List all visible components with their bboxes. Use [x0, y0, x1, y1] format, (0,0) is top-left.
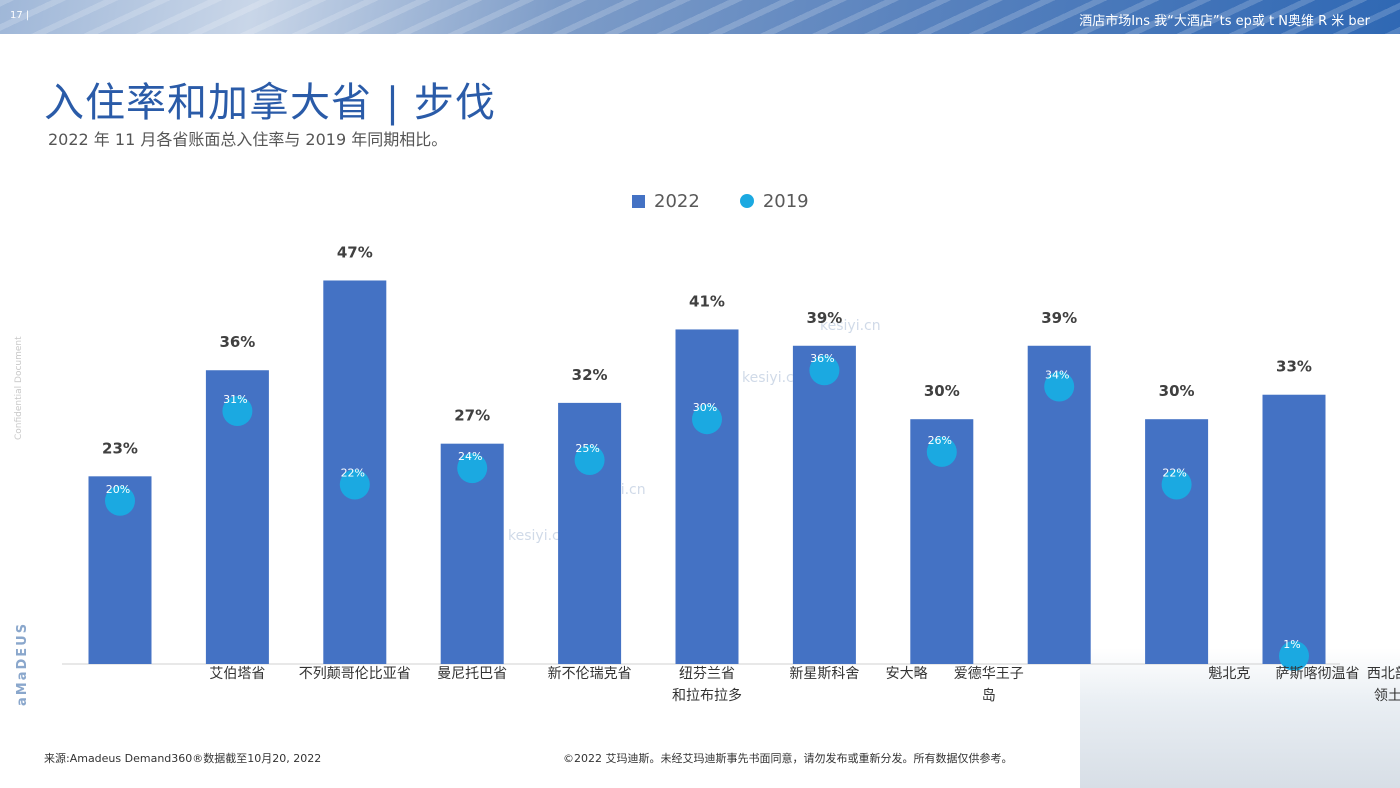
x-tick-label: 新不伦瑞克省 — [548, 666, 632, 682]
x-tick-label: 萨斯喀彻温省 — [1275, 666, 1359, 682]
x-tick-label: 艾伯塔省 — [209, 666, 265, 682]
x-tick-label: 曼尼托巴省 — [437, 666, 507, 682]
footer-source: 来源:Amadeus Demand360®数据截至10月20, 2022 — [44, 752, 322, 765]
data-label-2022: 27% — [454, 407, 490, 425]
data-label-2019: 26% — [928, 434, 952, 447]
header-banner — [0, 0, 1400, 34]
bar-2022 — [1262, 394, 1326, 664]
data-label-2019: 22% — [1162, 466, 1186, 479]
data-label-2019: 25% — [575, 442, 599, 455]
dot-2019 — [574, 445, 605, 475]
x-tick-label: 不列颠哥伦比亚省 — [299, 666, 411, 682]
watermark: kesiyi.cn — [820, 318, 881, 334]
watermark: kesiyi.cn — [742, 370, 803, 386]
legend-label-2019: 2019 — [762, 190, 809, 212]
data-label-2022: 30% — [924, 382, 960, 400]
legend-label-2022: 2022 — [654, 190, 700, 212]
chart-legend: 2022 2019 — [632, 190, 809, 212]
data-label-2019: 31% — [223, 393, 247, 406]
page-subtitle: 2022 年 11 月各省账面总入住率与 2019 年同期相比。 — [48, 130, 448, 149]
dot-2019 — [1279, 640, 1309, 671]
legend-swatch-2022 — [632, 194, 645, 208]
bar-2022 — [792, 345, 856, 664]
bar-2022 — [1145, 419, 1209, 664]
data-label-2019: 30% — [693, 401, 717, 414]
dot-2019 — [457, 453, 488, 484]
data-label-2019: 20% — [106, 483, 130, 496]
data-label-2019: 1% — [1283, 638, 1300, 651]
dot-2019 — [809, 355, 840, 386]
x-tick-label: 爱德华王子 — [954, 666, 1024, 682]
dot-2019 — [1044, 371, 1075, 402]
header-nav-text: 酒店市场Ins 我“大酒店”ts ep或 t N奥维 R 米 ber — [1079, 14, 1370, 29]
data-label-2022: 33% — [1276, 358, 1312, 376]
dot-2019 — [222, 396, 253, 427]
page-title: 入住率和加拿大省 | 步伐 — [44, 80, 496, 126]
city-background — [1080, 648, 1400, 788]
data-label-2022: 47% — [337, 243, 373, 261]
legend-swatch-2019 — [739, 194, 754, 208]
x-tick-label: 新星斯科舍 — [789, 666, 859, 682]
x-tick-label: 魁北克 — [1208, 666, 1250, 682]
data-label-2022: 36% — [219, 333, 255, 351]
data-label-2019: 22% — [341, 466, 365, 479]
watermark: kesiyi.cn — [508, 528, 569, 544]
x-tick-label: 西北部 — [1367, 666, 1400, 682]
dot-2019 — [339, 469, 370, 500]
dot-2019 — [692, 404, 722, 435]
data-label-2019: 36% — [810, 352, 834, 365]
data-label-2022: 30% — [1159, 382, 1195, 400]
x-tick-label: 安大略 — [886, 666, 928, 682]
data-label-2019: 24% — [458, 450, 482, 463]
x-tick-label: 岛 — [982, 688, 996, 704]
data-label-2022: 39% — [1041, 309, 1077, 327]
bar-2022 — [675, 329, 739, 664]
dot-2019 — [1161, 469, 1192, 500]
footer-copyright: ©2022 艾玛迪斯。未经艾玛迪斯事先书面同意，请勿发布或重新分发。所有数据仅供… — [563, 752, 1013, 765]
x-tick-label: 和拉布拉多 — [672, 687, 742, 704]
dot-2019 — [105, 485, 135, 516]
dot-2019 — [926, 436, 957, 467]
data-label-2022: 32% — [572, 366, 608, 384]
data-label-2022: 39% — [806, 309, 842, 327]
x-tick-label: 纽芬兰省 — [679, 666, 735, 682]
data-label-2022: 41% — [689, 292, 725, 310]
page-number: 17 | — [10, 10, 30, 21]
data-label-2019: 34% — [1045, 369, 1069, 382]
x-tick-label: 领土 — [1374, 688, 1400, 704]
data-label-2022: 23% — [102, 439, 138, 457]
